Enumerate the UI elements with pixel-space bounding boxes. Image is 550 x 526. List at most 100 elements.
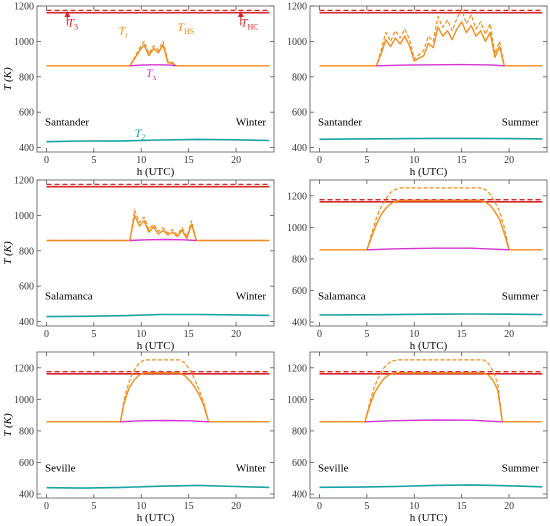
series-T2 [319, 137, 543, 141]
series-Tx [120, 419, 209, 423]
series-T2 [46, 484, 270, 489]
x-tick-label: 15 [184, 501, 194, 512]
series-Tr [46, 44, 270, 67]
y-tick-label: 1000 [287, 37, 307, 48]
y-tick-label: 800 [292, 426, 307, 437]
y-tick-label: 400 [292, 143, 307, 154]
location-label: Salamanca [318, 291, 366, 303]
x-tick-label: 15 [184, 329, 194, 340]
annotation-T3: T3 [67, 15, 78, 31]
y-tick-label: 1200 [287, 191, 307, 202]
x-tick-label: 15 [457, 501, 467, 512]
series-T2 [319, 313, 543, 316]
x-tick-label: 20 [504, 329, 514, 340]
x-tick-label: 20 [504, 155, 514, 166]
x-tick-label: 0 [317, 501, 322, 512]
x-tick-label: 5 [364, 155, 369, 166]
series-Tx [376, 63, 505, 67]
series-Tr [319, 199, 543, 251]
x-tick-label: 20 [231, 155, 241, 166]
y-tick-label: 400 [292, 490, 307, 501]
series-Tx [366, 247, 510, 251]
y-tick-label: 400 [19, 143, 34, 154]
y-tick-label: 600 [292, 458, 307, 469]
annotation-THC: THC [241, 15, 259, 31]
annotation-Tx: Tx [146, 66, 157, 82]
panel-seville-summer: 400 600 800 1000 1200 0 5 10 15 20 Seville Summer h … [287, 351, 548, 524]
y-tick-label: 1200 [287, 2, 307, 13]
x-axis-label: h (UTC) [137, 340, 175, 352]
series-T2 [319, 484, 543, 489]
y-tick-label: 1200 [14, 363, 34, 374]
series-THS [46, 359, 270, 423]
plot-frame [309, 179, 548, 327]
series-Tx [364, 419, 503, 423]
y-tick-label: 1000 [14, 37, 34, 48]
plot-frame [36, 179, 275, 327]
y-axis-label: T (K) [2, 67, 14, 91]
season-label: Summer [502, 117, 540, 129]
x-tick-label: 15 [457, 155, 467, 166]
x-tick-label: 5 [91, 501, 96, 512]
series-Tr [46, 214, 270, 242]
season-label: Summer [502, 291, 540, 303]
series-Tr [46, 372, 270, 423]
series-Tr [319, 372, 543, 423]
x-tick-label: 5 [91, 155, 96, 166]
plot-frame [36, 351, 275, 499]
panel-seville-winter: 400 600 800 1000 1200 0 5 10 15 20 Seville Winter T … [2, 351, 275, 524]
series-Tx [129, 64, 177, 67]
location-label: Santander [45, 117, 89, 129]
y-axis-label: T (K) [2, 413, 14, 437]
x-tick-label: 0 [317, 155, 322, 166]
season-label: Winter [236, 463, 266, 475]
y-tick-label: 400 [19, 490, 34, 501]
plot-frame [309, 5, 548, 153]
season-label: Winter [236, 291, 266, 303]
x-tick-label: 5 [364, 329, 369, 340]
x-axis-label: h (UTC) [410, 340, 448, 352]
x-tick-label: 10 [136, 501, 146, 512]
plot-frame [36, 5, 275, 153]
y-tick-label: 800 [292, 72, 307, 83]
arrow-head [237, 10, 244, 17]
x-tick-label: 0 [44, 155, 49, 166]
x-tick-label: 0 [44, 501, 49, 512]
y-tick-label: 600 [19, 108, 34, 119]
x-tick-label: 20 [504, 501, 514, 512]
x-tick-label: 10 [409, 155, 419, 166]
x-tick-label: 10 [136, 155, 146, 166]
y-tick-label: 1200 [287, 363, 307, 374]
x-axis-label: h (UTC) [137, 512, 175, 524]
y-tick-label: 1200 [14, 176, 34, 187]
y-tick-label: 800 [292, 254, 307, 265]
y-axis-label: T (K) [2, 241, 14, 265]
panel-santander-winter: 400 600 800 1000 1200 0 5 10 15 20 Santander Winter… [2, 2, 275, 178]
x-tick-label: 5 [364, 501, 369, 512]
arrow-head [64, 10, 71, 17]
location-label: Santander [318, 117, 362, 129]
x-tick-label: 0 [44, 329, 49, 340]
x-tick-label: 10 [409, 501, 419, 512]
y-tick-label: 800 [19, 246, 34, 257]
location-label: Seville [45, 463, 76, 475]
x-tick-label: 10 [409, 329, 419, 340]
x-tick-label: 10 [136, 329, 146, 340]
series-T2 [46, 138, 270, 143]
series-T2 [46, 313, 270, 318]
location-label: Seville [318, 463, 349, 475]
panel-santander-summer: 400 600 800 1000 1200 0 5 10 15 20 Santander Summer… [287, 2, 548, 178]
location-label: Salamanca [45, 291, 93, 303]
x-axis-label: h (UTC) [137, 166, 175, 178]
y-tick-label: 600 [292, 108, 307, 119]
y-tick-label: 800 [19, 426, 34, 437]
season-label: Winter [236, 117, 266, 129]
series-THS [319, 187, 543, 251]
y-tick-label: 1000 [287, 223, 307, 234]
plot-frame [309, 351, 548, 499]
panel-salamanca-summer: 400 600 800 1000 1200 0 5 10 15 20 Salamanca Summer… [287, 179, 548, 352]
series-THS [46, 40, 270, 67]
annotation-T2: T2 [135, 126, 146, 142]
series-THS [319, 8, 543, 67]
season-label: Summer [502, 463, 540, 475]
